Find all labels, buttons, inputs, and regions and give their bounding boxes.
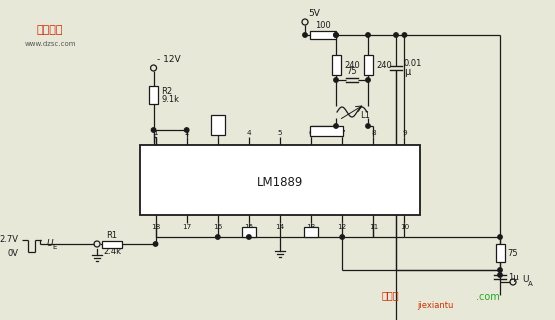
Bar [496,244,504,262]
Text: - 12V: - 12V [157,55,180,65]
Text: U: U [47,239,53,249]
Bar [242,227,256,237]
Circle shape [246,235,251,239]
Text: 11: 11 [369,224,378,230]
Text: 0.01: 0.01 [404,59,422,68]
Circle shape [334,124,338,128]
Text: 1μ: 1μ [508,274,518,283]
Circle shape [402,33,407,37]
Text: 100: 100 [315,21,331,30]
Circle shape [334,78,338,82]
Text: 5V: 5V [308,10,320,19]
Bar [211,115,225,135]
Bar [304,227,318,237]
Text: 9.1k: 9.1k [162,94,180,103]
Circle shape [498,268,502,272]
Text: 240: 240 [376,60,392,69]
Bar [140,145,420,215]
Circle shape [498,235,502,239]
Bar [102,241,122,247]
Text: 6: 6 [309,130,314,136]
Circle shape [152,128,156,132]
Text: 接线图: 接线图 [381,290,399,300]
Circle shape [366,78,370,82]
Text: μ: μ [404,67,410,77]
Circle shape [334,33,338,37]
Text: jiexiantu: jiexiantu [417,300,453,309]
Text: 10: 10 [400,224,409,230]
Circle shape [366,33,370,37]
Text: 18: 18 [151,224,160,230]
Text: R2: R2 [162,87,173,97]
Bar [364,55,372,75]
Bar [310,126,343,136]
Text: 15: 15 [244,224,254,230]
Text: LM1889: LM1889 [257,175,303,188]
Bar [149,86,158,104]
Circle shape [334,33,338,37]
Circle shape [394,33,398,37]
Text: U: U [522,276,528,284]
Text: 9: 9 [402,130,407,136]
Circle shape [184,128,189,132]
Circle shape [303,33,307,37]
Text: 5: 5 [278,130,282,136]
Circle shape [498,273,502,277]
Text: 8: 8 [371,130,376,136]
Text: 7: 7 [340,130,345,136]
Text: 75: 75 [507,249,518,258]
Text: 75: 75 [347,68,357,76]
Text: R1: R1 [107,230,118,239]
Text: 13: 13 [306,224,316,230]
Text: E: E [53,244,57,250]
Bar [310,31,336,39]
Text: A: A [528,281,533,287]
Text: 4: 4 [246,130,251,136]
Text: 1: 1 [153,130,158,136]
Text: 17: 17 [182,224,191,230]
Bar [331,55,341,75]
Text: L1: L1 [360,111,370,121]
Text: .com: .com [476,292,500,302]
Text: 2: 2 [184,130,189,136]
Text: 3: 3 [215,130,220,136]
Circle shape [215,235,220,239]
Text: 14: 14 [275,224,285,230]
Text: 12: 12 [337,224,347,230]
Text: 16: 16 [213,224,223,230]
Text: 2.4k: 2.4k [103,247,121,257]
Text: 维库一卡: 维库一卡 [37,25,63,35]
Text: 240: 240 [344,60,360,69]
Text: 2.7V: 2.7V [0,235,18,244]
Text: 0V: 0V [7,249,18,258]
Text: www.dzsc.com: www.dzsc.com [24,41,75,47]
Circle shape [340,235,345,239]
Circle shape [366,124,370,128]
Circle shape [153,242,158,246]
